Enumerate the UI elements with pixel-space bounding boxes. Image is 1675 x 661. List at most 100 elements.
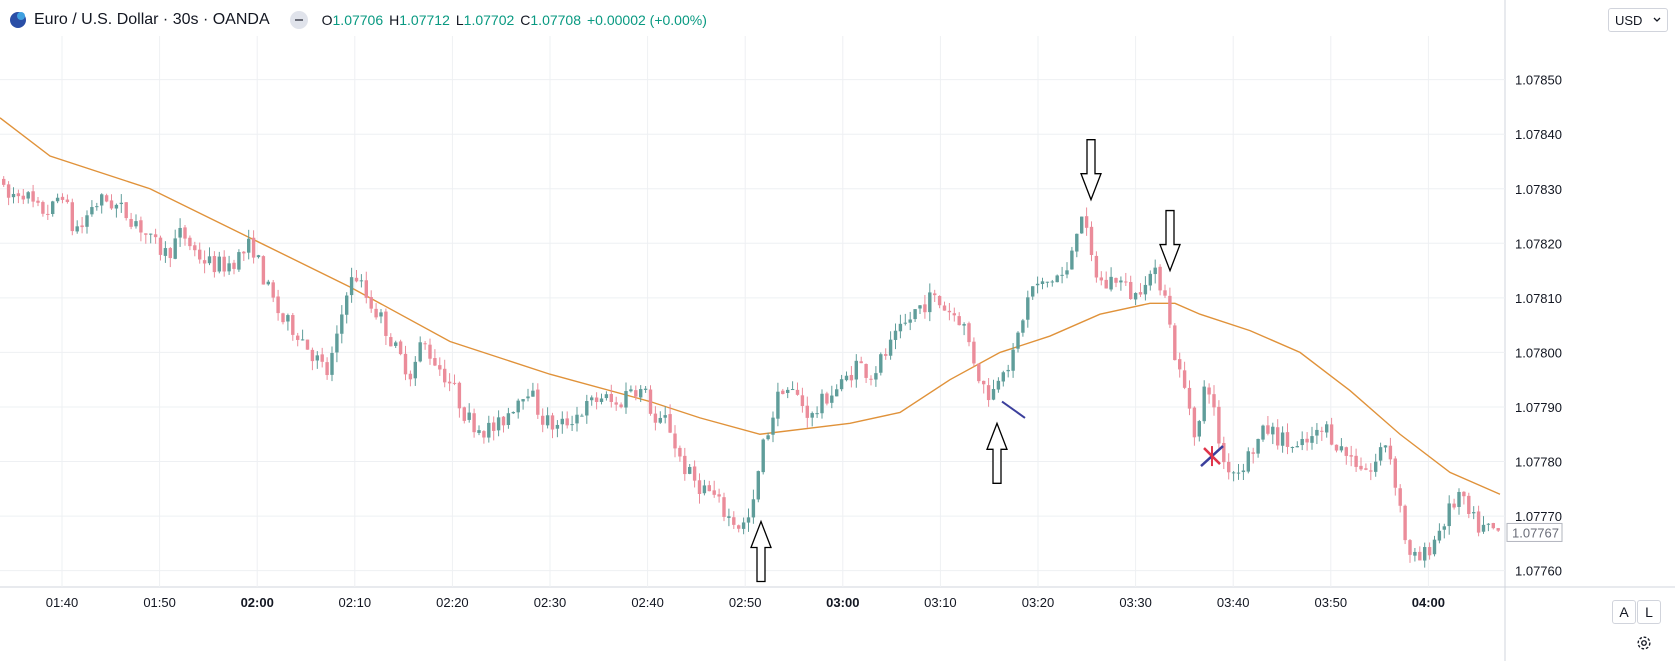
candle-body [893, 330, 898, 340]
candle [1187, 380, 1192, 416]
candle [1295, 441, 1299, 448]
candle-body [178, 227, 182, 238]
candle-body [888, 339, 893, 356]
candle-body [511, 412, 515, 414]
candle-body [1349, 455, 1353, 457]
candle-body [207, 256, 212, 264]
candle [1329, 417, 1334, 446]
candle-body [144, 233, 148, 235]
minus-icon [294, 19, 303, 21]
candle [300, 329, 305, 341]
candle [756, 470, 760, 503]
candle-body [1227, 461, 1231, 473]
log-scale-button[interactable]: L [1637, 600, 1661, 624]
candle-body [962, 324, 966, 326]
candle-body [1045, 281, 1050, 283]
candle [119, 194, 123, 213]
candle-body [153, 234, 158, 238]
candle-body [790, 389, 795, 391]
candle-body [85, 215, 89, 227]
collapse-legend-button[interactable] [289, 11, 308, 29]
candle-body [663, 415, 667, 418]
candle-body [908, 319, 912, 323]
x-tick-label: 03:10 [924, 595, 957, 610]
candle [1143, 276, 1148, 301]
candle [207, 247, 212, 266]
candle-body [452, 382, 457, 384]
candle [16, 189, 21, 204]
candle [1393, 456, 1397, 496]
candle-body [457, 382, 462, 409]
candle [266, 279, 270, 286]
candle-body [1295, 446, 1299, 448]
candle [550, 412, 555, 439]
candle-body [1222, 442, 1226, 463]
x-tick-label: 02:10 [339, 595, 372, 610]
candle-body [756, 471, 760, 500]
candle-body [1432, 539, 1437, 555]
candle [413, 356, 417, 386]
candle [198, 242, 202, 264]
candle [237, 249, 241, 272]
candle [1222, 436, 1226, 470]
candle-body [1457, 491, 1461, 507]
candle [1065, 262, 1069, 279]
candle [1070, 246, 1074, 270]
candle-body [1383, 445, 1388, 448]
candle-body [1266, 425, 1270, 434]
candle-body [1491, 523, 1495, 529]
candle [1266, 415, 1270, 436]
candle [825, 391, 829, 406]
candle [90, 200, 94, 217]
candle [2, 176, 6, 187]
candle-body [570, 424, 574, 426]
candle-body [1207, 387, 1211, 395]
candle [153, 228, 158, 244]
candle-body [815, 413, 819, 415]
candle [1285, 423, 1290, 455]
candle-body [16, 193, 21, 197]
candle-body [781, 390, 785, 395]
candle-body [1374, 461, 1378, 472]
auto-scale-button[interactable]: A [1612, 600, 1636, 624]
currency-select[interactable]: USD [1608, 8, 1668, 32]
candle-body [1016, 332, 1020, 349]
candle [634, 385, 638, 401]
candle-body [1158, 266, 1162, 291]
candle-body [614, 402, 618, 405]
candle-body [835, 389, 839, 397]
candle-body [188, 237, 192, 247]
candle-body [232, 262, 236, 269]
candle-body [1026, 297, 1030, 320]
candle-body [1300, 438, 1304, 446]
candle-body [967, 323, 971, 343]
candle [364, 271, 368, 304]
candle-body [1075, 233, 1079, 252]
candle-body [506, 413, 511, 426]
candle [1197, 419, 1201, 442]
candle-body [1403, 505, 1407, 541]
candle-body [722, 497, 726, 517]
candle-body [472, 413, 476, 433]
candle [433, 349, 437, 367]
candle [1315, 423, 1319, 445]
candle [996, 377, 1001, 393]
candle-body [447, 381, 452, 384]
candle-body [124, 202, 128, 219]
candle [732, 511, 736, 530]
candle-body [389, 337, 393, 347]
candle-body [1442, 526, 1446, 530]
candle [604, 391, 609, 401]
candle [585, 394, 589, 424]
gear-icon[interactable] [1635, 634, 1653, 652]
candle [1300, 431, 1304, 451]
candle [428, 338, 432, 365]
candle-body [364, 280, 368, 298]
ohlc-values: O1.07706 H1.07712 L1.07702 C1.07708 +0.0… [322, 12, 707, 28]
candle [452, 374, 457, 386]
x-tick-label: 01:40 [46, 595, 79, 610]
candle-body [727, 516, 731, 518]
x-tick-label: 02:30 [534, 595, 567, 610]
symbol-title[interactable]: Euro / U.S. Dollar · 30s · OANDA [34, 11, 270, 28]
